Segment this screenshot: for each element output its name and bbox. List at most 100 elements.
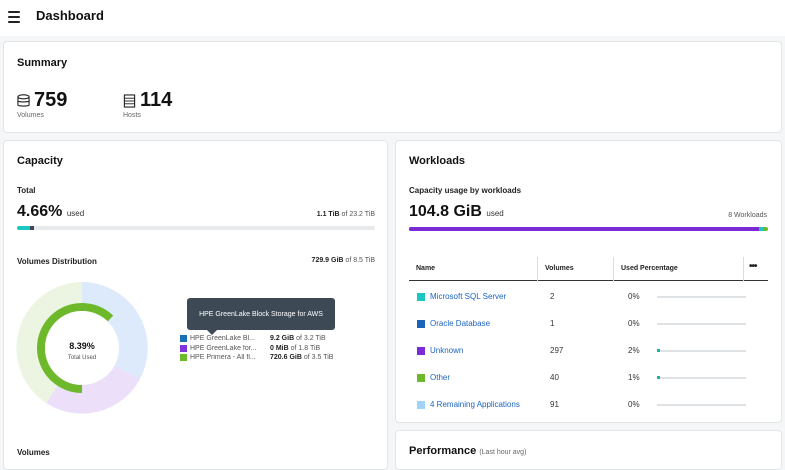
volumes-stat[interactable]: 759 <box>17 89 67 112</box>
hosts-stat[interactable]: 114 <box>123 89 172 112</box>
donut-hole <box>45 311 119 385</box>
workload-link[interactable]: 4 Remaining Applications <box>430 400 520 409</box>
legend-swatch <box>180 345 187 352</box>
total-pct-value: 4.66% <box>17 203 63 220</box>
top-bar: Dashboard <box>0 0 785 36</box>
header-used-percentage[interactable]: Used Percentage <box>621 265 678 272</box>
header-volumes[interactable]: Volumes <box>545 265 574 272</box>
more-options-icon[interactable]: ••• <box>749 261 757 272</box>
workload-link[interactable]: Oracle Database <box>430 319 491 328</box>
legend-of: of 1.8 TiB <box>290 345 321 352</box>
row-percent: 0% <box>628 319 640 328</box>
hamburger-menu-icon[interactable] <box>8 11 20 23</box>
performance-title-text: Performance <box>409 445 477 457</box>
row-volumes: 297 <box>550 346 564 355</box>
workload-link[interactable]: Microsoft SQL Server <box>430 292 507 301</box>
row-percent: 2% <box>628 346 640 355</box>
legend-swatch <box>180 354 187 361</box>
row-volumes: 91 <box>550 400 559 409</box>
row-percent: 0% <box>628 292 640 301</box>
legend-name: HPE GreenLake Bl... <box>190 335 255 342</box>
row-swatch <box>417 293 425 301</box>
legend-item-primera[interactable]: HPE Primera - All fl... 720.6 GiB of 3.5… <box>180 354 333 361</box>
table-row[interactable]: Unknown 297 2% <box>409 337 768 364</box>
column-divider <box>743 257 744 281</box>
server-icon <box>123 93 136 108</box>
row-swatch <box>417 320 425 328</box>
database-icon <box>17 93 30 107</box>
distribution-used-of: 729.9 GiB of 8.5 TiB <box>312 257 375 264</box>
capacity-bar-fill <box>17 226 30 230</box>
volumes-label: Volumes <box>17 112 44 119</box>
hosts-count: 114 <box>140 89 173 111</box>
page-title: Dashboard <box>36 8 104 23</box>
row-percent-bar <box>657 296 746 298</box>
legend-of: of 3.2 TiB <box>296 335 326 342</box>
row-volumes: 2 <box>550 292 555 301</box>
row-volumes: 40 <box>550 373 559 382</box>
workload-link[interactable]: Other <box>430 373 451 382</box>
total-used-percent: 4.66% used <box>17 203 84 221</box>
table-row[interactable]: Other 40 1% <box>409 364 768 391</box>
performance-title: Performance (Last hour avg) <box>409 445 526 457</box>
volumes-distribution-donut[interactable]: 8.39% Total Used <box>13 282 151 416</box>
volumes-distribution-label: Volumes Distribution <box>17 257 97 266</box>
donut-used-arc <box>37 303 127 393</box>
row-percent: 0% <box>628 400 640 409</box>
donut-percent: 8.39% <box>69 341 95 351</box>
workloads-usage-bar <box>409 227 768 231</box>
column-divider <box>537 257 538 281</box>
performance-card: Performance (Last hour avg) <box>395 430 782 470</box>
workloads-bar-sql <box>759 227 763 231</box>
table-row[interactable]: Oracle Database 1 0% <box>409 310 768 337</box>
workloads-table-header: Name Volumes Used Percentage ••• <box>409 257 768 281</box>
workload-link[interactable]: Unknown <box>430 346 464 355</box>
capacity-card: Capacity Total 4.66% used 1.1 TiB of 23.… <box>3 140 388 470</box>
summary-title: Summary <box>17 57 68 69</box>
volumes-count: 759 <box>34 89 68 111</box>
workloads-bar-unknown <box>409 227 760 231</box>
workloads-used: 104.8 GiB used <box>409 203 504 221</box>
row-swatch <box>417 401 425 409</box>
column-divider <box>613 257 614 281</box>
row-swatch <box>417 374 425 382</box>
workloads-subtitle: Capacity usage by workloads <box>409 186 522 195</box>
row-percent-fill <box>657 376 660 379</box>
hosts-label: Hosts <box>123 112 141 119</box>
workloads-count: 8 Workloads <box>728 212 767 219</box>
total-used-of: 1.1 TiB of 23.2 TiB <box>317 211 375 218</box>
row-percent: 1% <box>628 373 640 382</box>
workloads-card: Workloads Capacity usage by workloads 10… <box>395 140 782 423</box>
capacity-bar-fill-secondary <box>29 226 34 230</box>
table-row[interactable]: 4 Remaining Applications 91 0% <box>409 391 768 418</box>
legend-used: 720.6 GiB <box>270 354 302 361</box>
total-used-word: used <box>66 209 85 218</box>
row-swatch <box>417 347 425 355</box>
total-used-value: 1.1 TiB <box>316 211 340 218</box>
distribution-of-value: of 8.5 TiB <box>345 257 375 264</box>
legend-used: 9.2 GiB <box>270 335 295 342</box>
workloads-used-word: used <box>486 209 504 218</box>
summary-card: Summary 759 Volumes 114 Hosts <box>3 41 782 133</box>
legend-name: HPE Primera - All fl... <box>190 354 256 361</box>
legend-item-greenlake[interactable]: HPE GreenLake for... 0 MiB of 1.8 TiB <box>180 345 320 352</box>
performance-subtitle: (Last hour avg) <box>479 449 527 456</box>
row-percent-fill <box>657 349 660 352</box>
donut-tooltip: HPE GreenLake Block Storage for AWS <box>187 298 335 335</box>
header-name[interactable]: Name <box>416 265 436 272</box>
table-row[interactable]: Microsoft SQL Server 2 0% <box>409 283 768 310</box>
workloads-used-value: 104.8 GiB <box>409 203 482 220</box>
row-percent-bar <box>657 376 746 379</box>
distribution-used-value: 729.9 GiB <box>311 257 344 264</box>
total-of-value: of 23.2 TiB <box>341 211 375 218</box>
legend-item-aws[interactable]: HPE GreenLake Bl... 9.2 GiB of 3.2 TiB <box>180 335 326 342</box>
donut-caption: Total Used <box>68 355 96 361</box>
volumes-section-label: Volumes <box>17 448 50 457</box>
legend-of: of 3.5 TiB <box>303 354 334 361</box>
legend-used: 0 MiB <box>270 345 289 352</box>
total-capacity-bar <box>17 226 375 230</box>
legend-swatch <box>180 335 187 342</box>
capacity-title: Capacity <box>17 155 63 167</box>
total-label: Total <box>17 186 36 195</box>
row-percent-bar <box>657 349 746 352</box>
